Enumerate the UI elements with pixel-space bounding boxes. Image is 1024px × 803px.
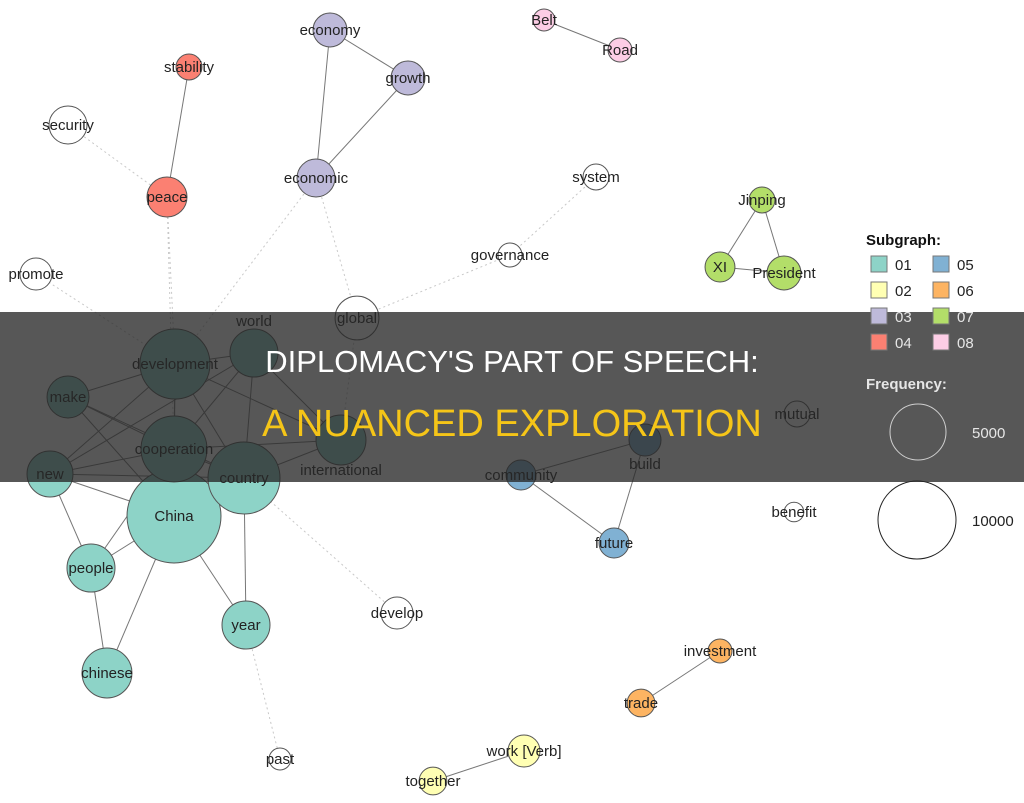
node-label-system: system bbox=[572, 169, 620, 186]
node-stability bbox=[175, 53, 203, 81]
legend-label-07: 07 bbox=[957, 309, 974, 326]
legend-swatch-05 bbox=[932, 255, 950, 273]
node-label-china: China bbox=[154, 508, 194, 525]
node-label-together: together bbox=[405, 773, 460, 790]
edge-stability-peace bbox=[166, 66, 190, 198]
edge-growth-economic bbox=[315, 77, 409, 179]
node-jinping bbox=[748, 186, 776, 214]
legend-label-08: 08 bbox=[957, 335, 974, 352]
legend-label-02: 02 bbox=[895, 283, 912, 300]
node-label-economy: economy bbox=[300, 22, 361, 39]
node-label-governance: governance bbox=[471, 247, 549, 264]
legend-subgraph-title: Subgraph: bbox=[866, 232, 941, 249]
edge-community-future bbox=[520, 474, 615, 544]
edge-system-governance bbox=[509, 176, 597, 256]
legend-label-04: 04 bbox=[895, 335, 912, 352]
legend-label-05: 05 bbox=[957, 257, 974, 274]
node-past bbox=[268, 747, 292, 771]
node-trade bbox=[626, 688, 656, 718]
node-growth bbox=[390, 60, 426, 96]
node-belt bbox=[532, 8, 556, 32]
legend-size-label-10000: 10000 bbox=[972, 513, 1014, 530]
legend-label-01: 01 bbox=[895, 257, 912, 274]
node-label-growth: growth bbox=[385, 70, 430, 87]
legend-label-03: 03 bbox=[895, 309, 912, 326]
node-label-future: future bbox=[595, 535, 633, 552]
edge-country-develop bbox=[243, 477, 398, 614]
legend-label-06: 06 bbox=[957, 283, 974, 300]
banner-title-line1: DIPLOMACY'S PART OF SPEECH: bbox=[265, 344, 759, 379]
node-label-xi: XI bbox=[713, 259, 727, 276]
node-label-develop: develop bbox=[371, 605, 424, 622]
legend-swatch-02 bbox=[870, 281, 888, 299]
node-economy bbox=[312, 12, 348, 48]
node-label-people: people bbox=[68, 560, 113, 577]
node-president bbox=[766, 255, 802, 291]
node-label-chinese: chinese bbox=[81, 665, 133, 682]
node-benefit bbox=[783, 501, 805, 523]
legend-size-label-5000: 5000 bbox=[972, 425, 1005, 442]
node-xi bbox=[704, 251, 736, 283]
legend-size-circle-5000 bbox=[889, 403, 947, 461]
node-label-trade: trade bbox=[624, 695, 658, 712]
node-promote bbox=[19, 257, 53, 291]
node-label-economic: economic bbox=[284, 170, 349, 187]
legend-frequency-title: Frequency: bbox=[866, 376, 947, 393]
node-label-promote: promote bbox=[8, 266, 63, 283]
node-governance bbox=[497, 242, 523, 268]
node-people bbox=[66, 543, 116, 593]
node-label-security: security bbox=[42, 117, 94, 134]
legend-swatch-04 bbox=[870, 333, 888, 351]
legend-swatch-07 bbox=[932, 307, 950, 325]
node-peace bbox=[146, 176, 188, 218]
node-label-work: work [Verb] bbox=[485, 743, 561, 760]
node-label-belt: Belt bbox=[531, 12, 558, 29]
edge-investment-trade bbox=[640, 650, 721, 704]
legend-swatch-03 bbox=[870, 307, 888, 325]
node-label-investment: investment bbox=[684, 643, 757, 660]
legend-swatch-06 bbox=[932, 281, 950, 299]
node-investment bbox=[707, 638, 733, 664]
node-develop bbox=[380, 596, 414, 630]
node-label-peace: peace bbox=[147, 189, 188, 206]
node-year bbox=[221, 600, 271, 650]
node-label-president: President bbox=[752, 265, 816, 282]
title-banner: DIPLOMACY'S PART OF SPEECH: A NUANCED EX… bbox=[0, 312, 1024, 482]
edge-security-peace bbox=[67, 124, 168, 198]
legend-size-circle-10000 bbox=[877, 480, 957, 560]
node-label-jinping: Jinping bbox=[738, 192, 786, 209]
node-work bbox=[507, 734, 541, 768]
node-label-past: past bbox=[266, 751, 295, 768]
node-label-road: Road bbox=[602, 42, 638, 59]
node-label-year: year bbox=[231, 617, 260, 634]
node-chinese bbox=[81, 647, 133, 699]
legend-swatch-08 bbox=[932, 333, 950, 351]
legend: Subgraph: 01 02 03 04 05 06 07 08 Frequency: 50… bbox=[866, 232, 1014, 560]
edge-year-past bbox=[245, 624, 281, 760]
edge-economy-economic bbox=[315, 29, 331, 179]
node-together bbox=[418, 766, 448, 796]
node-economic bbox=[296, 158, 336, 198]
edge-economic-global bbox=[315, 177, 358, 319]
node-label-benefit: benefit bbox=[771, 504, 817, 521]
edge-economic-development bbox=[174, 177, 317, 365]
node-system bbox=[582, 163, 610, 191]
edge-Belt-Road bbox=[543, 19, 621, 51]
node-future bbox=[598, 527, 630, 559]
node-label-stability: stability bbox=[164, 59, 215, 76]
node-road bbox=[607, 37, 633, 63]
node-security bbox=[48, 105, 88, 145]
banner-title-line2: A NUANCED EXPLORATION bbox=[262, 403, 762, 445]
legend-swatch-01 bbox=[870, 255, 888, 273]
